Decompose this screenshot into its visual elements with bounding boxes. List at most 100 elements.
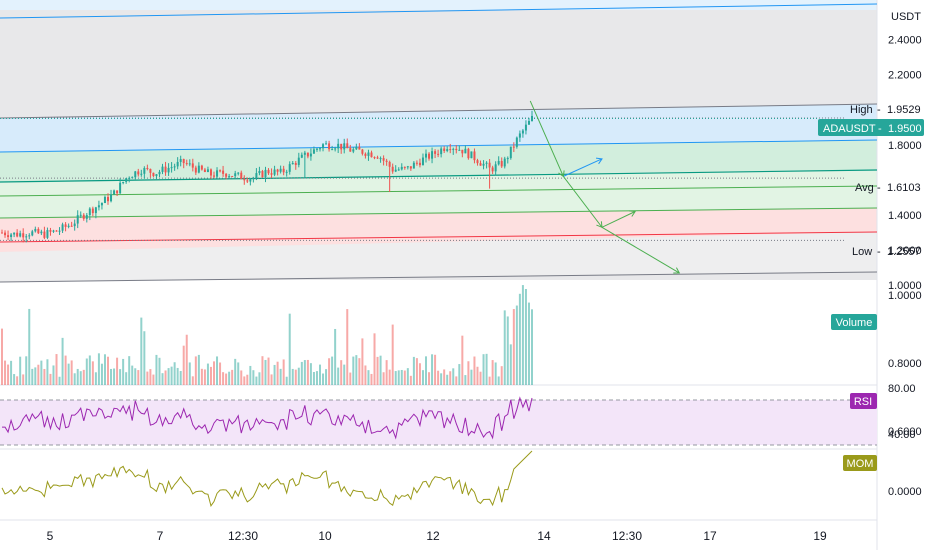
mom-badge[interactable]: MOM	[843, 455, 877, 471]
candle-body	[88, 208, 91, 216]
low-marker-label: Low	[852, 246, 872, 258]
candle-body	[164, 166, 167, 173]
candle-body	[22, 233, 25, 238]
volume-bar	[273, 364, 276, 385]
volume-bar	[297, 367, 300, 385]
volume-bar	[334, 328, 337, 385]
volume-bar	[482, 354, 485, 385]
volume-bar	[461, 335, 464, 385]
volume-bar	[255, 376, 258, 385]
candle-body	[231, 176, 234, 178]
volume-bar	[91, 361, 94, 385]
mom-badge-label: MOM	[847, 458, 874, 470]
rsi-badge[interactable]: RSI	[850, 393, 877, 409]
candle-body	[173, 166, 176, 168]
volume-bar	[158, 357, 161, 385]
candle-body	[73, 223, 76, 227]
candle-body	[531, 115, 533, 122]
candle-body	[418, 162, 421, 166]
high-marker-dash: -	[877, 104, 881, 116]
volume-bar	[288, 313, 291, 385]
volume-bar	[331, 356, 334, 385]
candle-body	[479, 163, 482, 166]
low-marker-dash: -	[877, 246, 881, 258]
candle-body	[312, 149, 315, 154]
volume-bar	[43, 368, 46, 385]
volume-bar	[518, 293, 521, 385]
volume-bar	[176, 367, 179, 385]
candle-body	[28, 235, 31, 237]
volume-bar	[300, 361, 303, 385]
candle-body	[497, 160, 500, 165]
candle-body	[288, 164, 291, 172]
symbol-price-badge[interactable]: ADAUSDT - 1.9500	[818, 119, 924, 136]
candle-body	[219, 170, 222, 172]
candle-body	[515, 137, 518, 147]
candle-body	[146, 167, 149, 169]
candle-body	[473, 151, 476, 161]
candle-body	[500, 160, 503, 167]
volume-bar	[55, 354, 58, 385]
candle-body	[113, 190, 116, 195]
projection-alt-leg	[563, 158, 603, 177]
volume-bar	[449, 371, 452, 385]
volume-bar	[7, 364, 10, 385]
candle-body	[55, 230, 58, 232]
volume-bar	[79, 371, 82, 385]
volume-bar	[31, 368, 34, 385]
volume-badge[interactable]: Volume	[831, 314, 877, 330]
volume-bar	[303, 360, 306, 385]
volume-bar	[28, 308, 31, 385]
volume-bar	[88, 355, 91, 385]
volume-bar	[52, 365, 55, 385]
volume-bar	[270, 374, 273, 385]
candle-body	[394, 169, 397, 172]
candle-body	[143, 167, 146, 174]
volume-bar	[494, 362, 497, 385]
candle-body	[379, 158, 382, 160]
volume-bar	[73, 373, 76, 385]
candle-body	[234, 173, 237, 177]
volume-bar	[85, 358, 88, 385]
volume-bar	[446, 374, 449, 385]
volume-bar	[170, 366, 173, 385]
volume-bar	[216, 356, 219, 385]
candle-body	[403, 166, 406, 168]
candle-body	[355, 146, 358, 150]
volume-tick-label: 0.8000	[888, 358, 922, 370]
volume-bar	[149, 369, 152, 385]
candle-body	[97, 205, 100, 208]
candle-body	[306, 152, 309, 157]
volume-bar	[161, 373, 164, 385]
volume-bar	[346, 309, 349, 385]
chart-background	[0, 0, 878, 550]
currency-label[interactable]: USDT	[891, 11, 921, 23]
volume-bar	[285, 376, 288, 385]
candle-body	[43, 231, 46, 238]
candle-body	[246, 180, 249, 182]
volume-bar	[500, 366, 503, 385]
volume-badge-bg	[831, 314, 877, 330]
candle-body	[19, 233, 22, 237]
volume-bar	[131, 365, 134, 385]
volume-bar	[479, 371, 482, 385]
candle-body	[391, 166, 394, 172]
volume-bar	[364, 365, 367, 385]
volume-bar	[470, 369, 473, 385]
median-channel-line	[0, 169, 878, 183]
time-tick-label: 7	[157, 529, 164, 543]
volume-bar	[385, 360, 388, 385]
volume-bar	[440, 373, 443, 385]
volume-bar	[134, 368, 137, 385]
volume-bar	[94, 372, 97, 385]
volume-bar	[355, 355, 358, 385]
candle-body	[216, 170, 219, 177]
candle-body	[343, 143, 346, 150]
volume-bar	[100, 363, 103, 385]
low-marker: Low - 1.2557	[852, 246, 921, 258]
volume-bar	[367, 370, 370, 385]
volume-bar	[388, 369, 391, 385]
volume-bar	[261, 356, 264, 385]
candle-body	[361, 149, 364, 154]
